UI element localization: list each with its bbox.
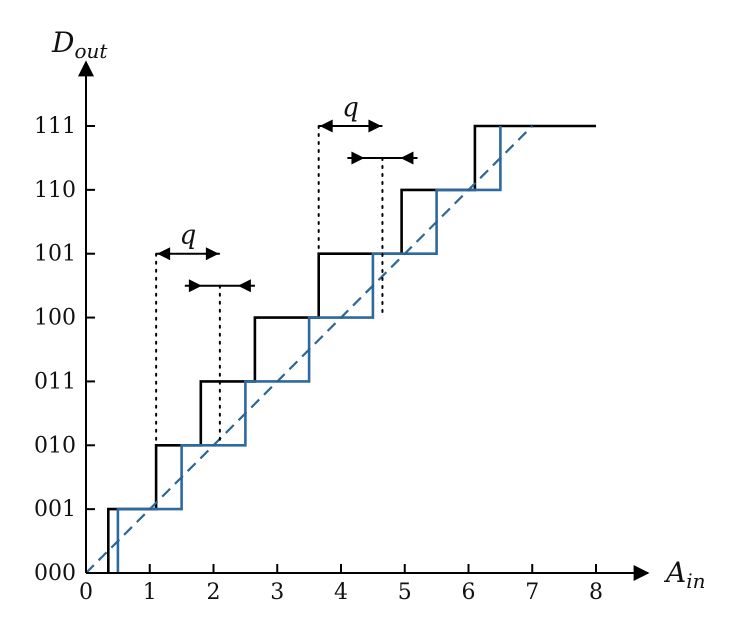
half-q-arrow-left [400, 151, 414, 165]
x-tick-label: 6 [462, 580, 476, 605]
x-tick-label: 0 [79, 580, 93, 605]
q-label: q [342, 93, 359, 123]
series-3-dashed-line [85, 125, 534, 574]
half-q-arrow-left [237, 279, 251, 293]
x-tick-label: 3 [270, 580, 284, 605]
y-tick-label: 101 [34, 242, 76, 267]
q-arrow-right [368, 119, 382, 133]
x-axis-title: Ain [663, 556, 706, 593]
x-tick-label: 5 [398, 580, 412, 605]
y-tick-label: 100 [34, 306, 76, 331]
q-arrow-left [157, 247, 171, 261]
tick-layer: 0 1 2 3 4 5 6 7 8 000 001 010 011 100 101 110 111 [34, 114, 603, 605]
step-layer [85, 124, 596, 574]
x-axis-title-main: A [663, 556, 686, 589]
q-arrow-left [319, 119, 333, 133]
y-axis-title: Dout [51, 26, 108, 63]
x-tick-label: 8 [589, 580, 603, 605]
x-tick-label: 2 [207, 580, 221, 605]
y-tick-label: 010 [34, 433, 76, 458]
y-tick-label: 001 [34, 497, 76, 522]
y-axis-title-sub: out [74, 39, 108, 63]
half-q-arrow-right [351, 151, 365, 165]
y-tick-label: 011 [34, 369, 76, 394]
annotation-layer: qq [155, 93, 418, 447]
y-axis-title-main: D [51, 26, 74, 59]
x-tick-label: 4 [334, 580, 348, 605]
x-tick-label: 1 [143, 580, 157, 605]
half-q-arrow-right [188, 279, 202, 293]
x-tick-label: 7 [525, 580, 539, 605]
q-arrow-right [205, 247, 219, 261]
q-label: q [180, 221, 197, 251]
x-axis-title-sub: in [686, 569, 705, 593]
y-tick-label: 110 [34, 178, 76, 203]
y-tick-label: 000 [34, 561, 76, 586]
y-tick-label: 111 [34, 114, 76, 139]
